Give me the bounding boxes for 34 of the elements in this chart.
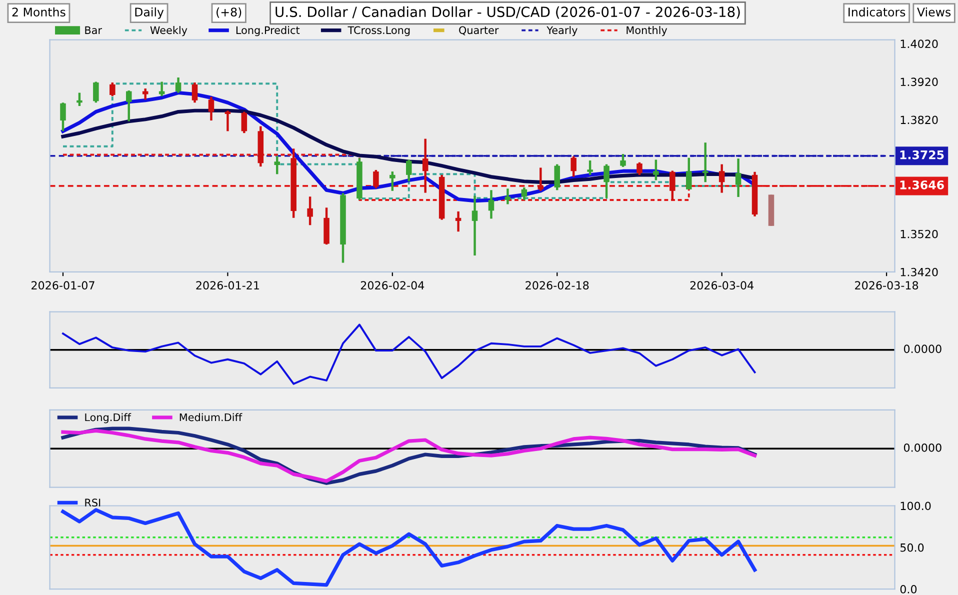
text: Daily — [135, 7, 164, 19]
y-tick-label: 100.0 — [900, 502, 931, 510]
x-tick-label: 2026-01-21 — [196, 281, 259, 290]
x-tick-label: 2026-01-07 — [32, 281, 94, 290]
legend-label: Long.Predict — [236, 26, 300, 36]
text: Views — [917, 7, 951, 17]
y-tick-label: 1.3520 — [900, 230, 938, 238]
legend-label: TCross.Long — [348, 26, 410, 36]
text: (+8) — [216, 7, 242, 18]
x-tick-label: 2026-02-04 — [360, 281, 424, 290]
y-tick-label: 1.4020 — [900, 40, 938, 48]
x-tick-label: 2026-03-18 — [855, 281, 918, 290]
x-tick-label: 2026-03-04 — [690, 281, 754, 290]
chart-title: U.S. Dollar / Canadian Dollar - USD/CAD (2026-01-07 - 2026-03-18) — [276, 6, 740, 19]
legend-label: Bar — [85, 26, 102, 34]
y-tick-label: 1.3820 — [900, 116, 938, 124]
legend-label: Monthly — [626, 26, 668, 36]
legend-label: Weekly — [150, 26, 188, 36]
y-tick-label: 1.3920 — [900, 78, 938, 86]
x-tick-label: 2026-02-18 — [526, 281, 589, 290]
y-tick-label: 50.0 — [900, 543, 924, 552]
legend-label: Long.Diff — [85, 413, 132, 424]
y-tick-label: 0.0 — [900, 585, 917, 594]
text: Indicators — [848, 7, 906, 17]
text: 0.0000 — [904, 443, 942, 452]
legend-label: Yearly — [546, 26, 578, 36]
text: 0.0000 — [904, 344, 942, 354]
ref-line-label: 1.3646 — [900, 180, 944, 190]
ref-line-label: 1.3725 — [900, 150, 944, 160]
text: 2 Months — [12, 7, 66, 17]
legend-label: Quarter — [459, 26, 499, 36]
y-tick-label: 1.3420 — [900, 268, 938, 276]
legend-label: RSI — [85, 498, 100, 507]
legend-label: Medium.Diff — [180, 413, 242, 422]
